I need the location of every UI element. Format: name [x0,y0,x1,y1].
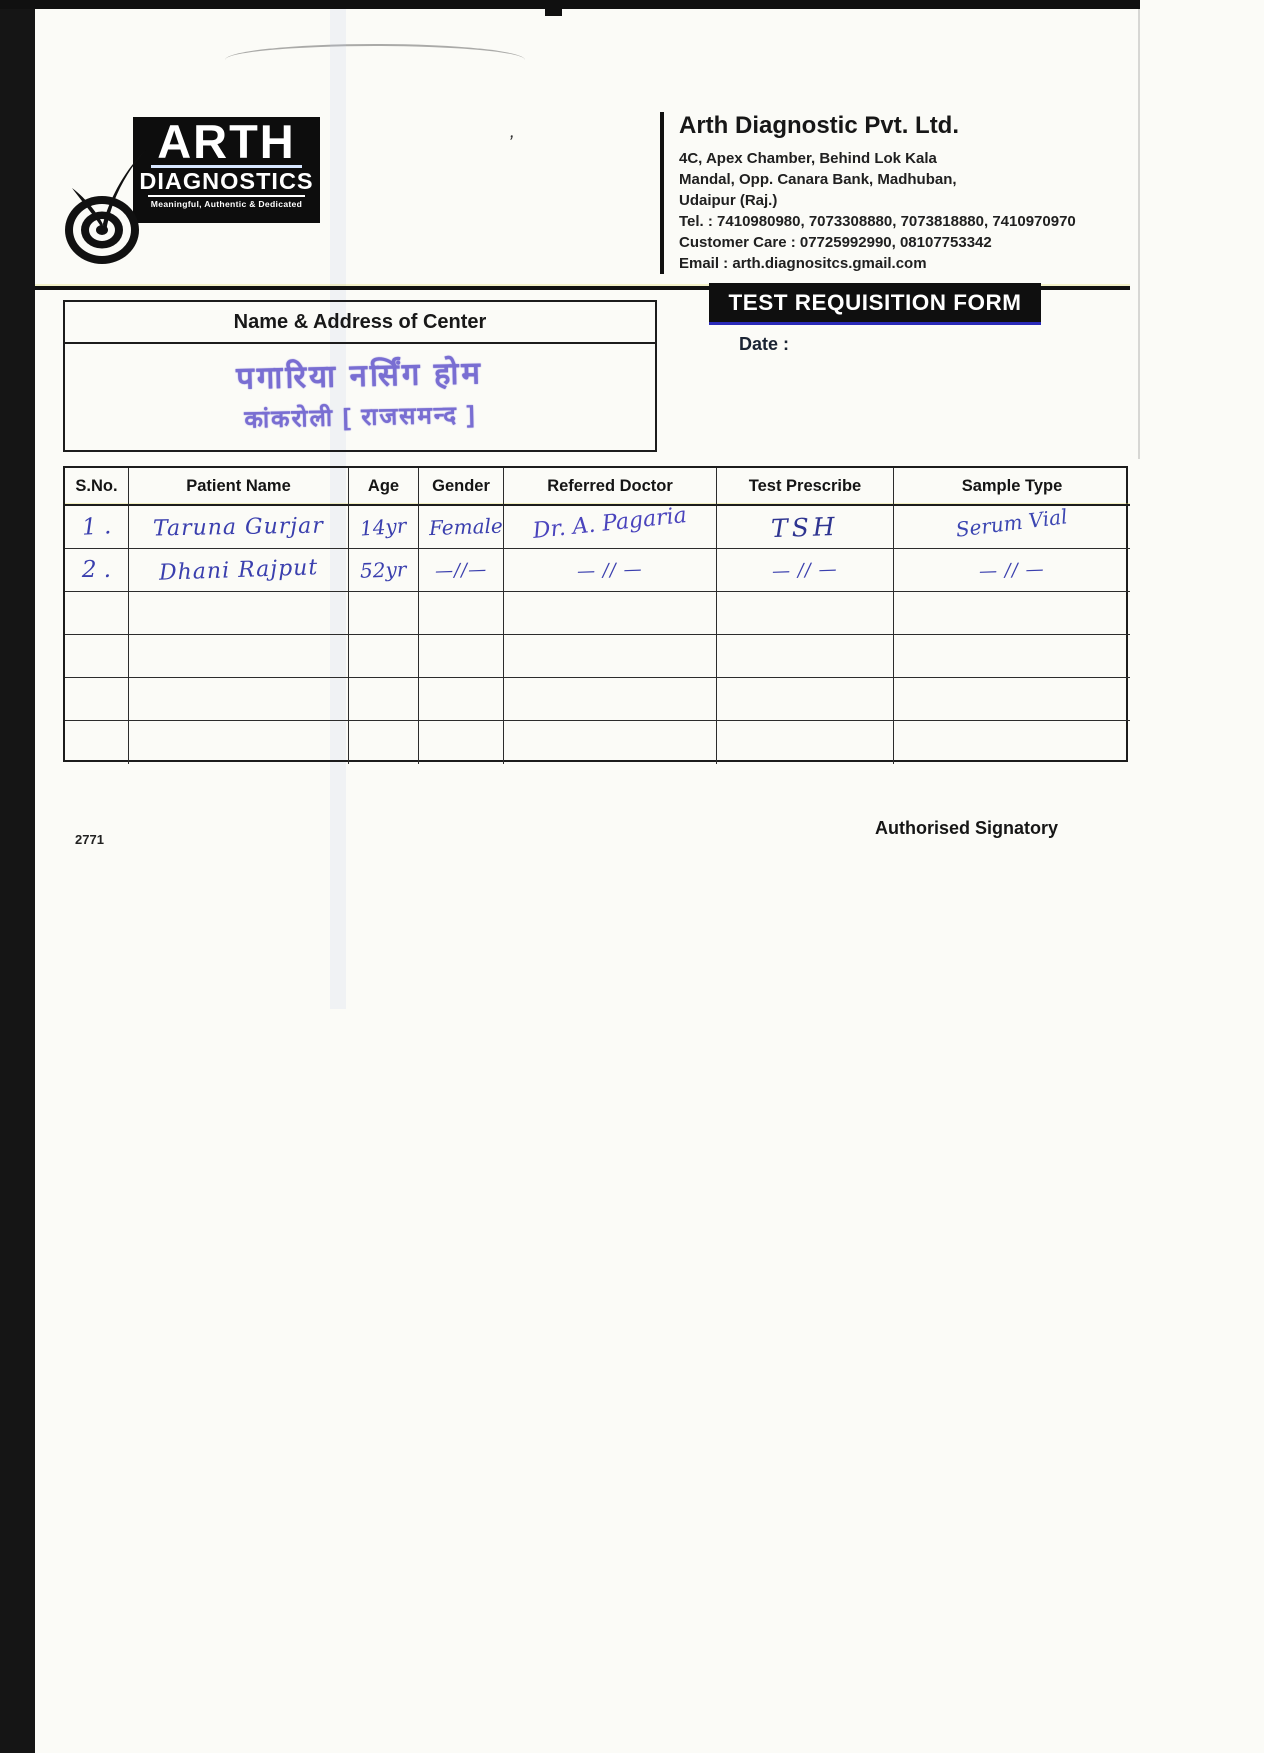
center-ink-stamp: पगारिया नर्सिंग होम कांकरोली [ राजसमन्द … [64,347,656,439]
form-serial-number: 2771 [75,832,104,847]
date-label: Date : [739,334,790,354]
table-row [894,678,1130,721]
column-header-referred-doctor: Referred Doctor [504,468,717,506]
company-address-line2: Mandal, Opp. Canara Bank, Madhuban, [679,171,957,188]
table-row [717,592,894,635]
ink-speck: ’ [505,131,515,155]
row1-age-handwriting: 14yr [359,513,408,541]
table-row: TSH [717,506,894,549]
company-info-block: Arth Diagnostic Pvt. Ltd. 4C, Apex Chamb… [660,112,1149,274]
table-row [419,678,504,721]
row2-test-ditto: — // — [771,558,839,582]
table-row [717,678,894,721]
logo-subtitle-text: DIAGNOSTICS [139,168,314,194]
table-row [349,635,419,678]
table-row [894,635,1130,678]
company-logo: ARTH DIAGNOSTICS Meaningful, Authentic &… [62,108,332,264]
table-row: 52yr [349,549,419,592]
table-row [504,592,717,635]
table-row [419,635,504,678]
table-row [504,678,717,721]
target-dart-icon [54,148,174,273]
table-row [349,678,419,721]
column-header-gender: Gender [419,468,504,506]
table-row: 2 . [65,549,129,592]
form-title-banner: TEST REQUISITION FORM [709,283,1041,325]
table-row [65,635,129,678]
table-row: Dhani Rajput [129,549,349,592]
column-header-age: Age [349,468,419,506]
authorised-signatory-label: Authorised Signatory [874,818,1058,838]
table-row [349,721,419,764]
company-name: Arth Diagnostic Pvt. Ltd. [679,112,960,139]
column-header-sno: S.No. [65,468,129,506]
company-address-line3: Udaipur (Raj.) [679,192,778,209]
table-row [717,635,894,678]
row1-test-handwriting: TSH [770,511,840,543]
table-row [894,592,1130,635]
column-header-sample-type: Sample Type [894,468,1130,506]
table-row: —//— [419,549,504,592]
row2-doctor-ditto: — // — [576,558,644,582]
table-row [129,721,349,764]
row1-gender-handwriting: Female [428,513,504,541]
table-row [504,635,717,678]
row2-sample-ditto: — // — [978,558,1046,582]
center-address-box: Name & Address of Center पगारिया नर्सिंग… [63,300,657,452]
paper-right-edge [1138,9,1140,459]
company-email: Email : arth.diagnositcs.gmail.com [679,255,927,272]
row2-gender-ditto: —//— [434,558,488,582]
table-row [504,721,717,764]
scan-vertical-streak [330,9,346,1009]
center-box-title: Name & Address of Center [65,302,655,344]
scan-top-black-band [0,0,1140,9]
row2-patient-handwriting: Dhani Rajput [158,554,319,586]
table-row: Dr. A. Pagaria [504,502,717,549]
table-row [894,721,1130,764]
table-row [717,721,894,764]
table-row: 1 . [65,506,129,549]
scan-left-black-band [0,0,35,1753]
table-row: 14yr [349,506,419,549]
table-row [419,721,504,764]
row1-sample-handwriting: Serum Vial [954,504,1069,542]
row2-sno-handwriting: 2 . [81,557,112,583]
logo-brand-text: ARTH [151,118,302,168]
table-row: — // — [717,549,894,592]
table-row [129,592,349,635]
column-header-patient-name: Patient Name [129,468,349,506]
logo-black-box: ARTH DIAGNOSTICS Meaningful, Authentic &… [133,117,320,223]
row2-age-handwriting: 52yr [359,557,408,583]
table-row: Female [419,506,504,549]
table-row [65,678,129,721]
table-row: Taruna Gurjar [129,506,349,549]
row1-sno-handwriting: 1 . [81,513,112,541]
table-row: — // — [504,549,717,592]
column-header-test-prescribe: Test Prescribe [717,468,894,506]
company-telephone: Tel. : 7410980980, 7073308880, 707381888… [679,213,1076,230]
table-row [129,635,349,678]
table-row: — // — [894,549,1130,592]
logo-tagline-text: Meaningful, Authentic & Dedicated [147,195,306,210]
company-customer-care: Customer Care : 07725992990, 08107753342 [679,234,992,251]
company-address-line1: 4C, Apex Chamber, Behind Lok Kala [679,150,937,167]
scan-top-tick-mark [545,0,562,16]
requisition-table: S.No. Patient Name Age Gender Referred D… [63,466,1130,764]
table-row: Serum Vial [894,504,1130,549]
paper-edge-curve [225,44,525,60]
table-row [349,592,419,635]
table-row [129,678,349,721]
row1-doctor-handwriting: Dr. A. Pagaria [531,502,688,544]
row1-patient-handwriting: Taruna Gurjar [152,513,325,541]
table-row [65,721,129,764]
table-row [65,592,129,635]
table-row [419,592,504,635]
section-divider-line [35,286,1130,290]
